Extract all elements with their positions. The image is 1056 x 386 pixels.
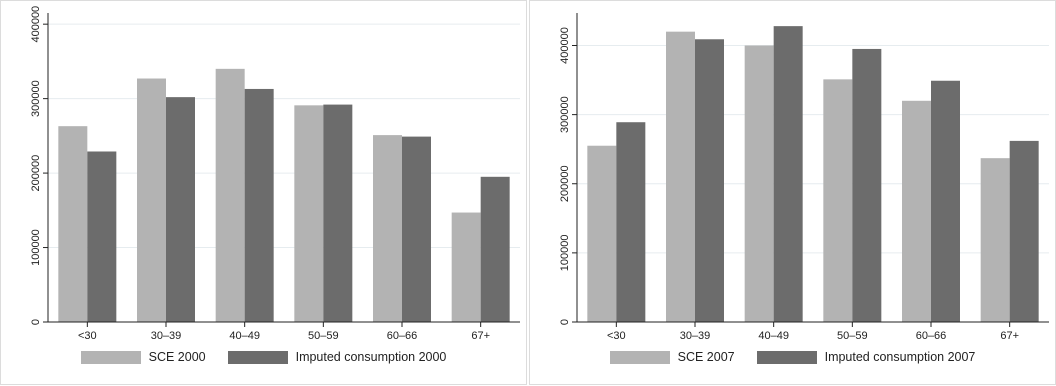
bar-sce <box>451 212 481 322</box>
bar-sce <box>587 145 617 322</box>
bar-sce <box>744 45 774 323</box>
legend-label-sce: SCE 2007 <box>677 350 735 364</box>
bar-imputed <box>323 104 353 322</box>
legend-label-imputed: Imputed consumption 2000 <box>295 350 447 364</box>
bar-sce <box>902 100 931 322</box>
bar-imputed <box>695 39 724 322</box>
legend-item-imputed: Imputed consumption 2007 <box>756 350 976 364</box>
bar-sce <box>666 31 695 322</box>
bar-imputed <box>166 97 195 322</box>
x-tick-label: 30–39 <box>151 330 182 342</box>
legend-item-sce: SCE 2000 <box>80 350 206 364</box>
x-tick-label: 50–59 <box>308 330 339 342</box>
x-tick-label: 67+ <box>471 330 490 342</box>
x-tick-label: <30 <box>78 330 97 342</box>
bar-imputed <box>773 26 803 323</box>
bar-imputed <box>931 80 960 322</box>
bar-sce <box>823 79 853 322</box>
x-tick-label: 67+ <box>1000 330 1019 342</box>
chart-panel-2000: 0 100000 200000 300000 400000 <30 30–39 40–49 50… <box>0 0 527 385</box>
x-tick-label: 40–49 <box>758 330 789 342</box>
x-tick-label: 30–39 <box>680 330 711 342</box>
bar-sce <box>373 135 402 322</box>
y-tick-label: 100000 <box>559 235 571 272</box>
bar-imputed <box>1009 140 1039 322</box>
y-tick-label: 0 <box>30 319 42 325</box>
bar-sce <box>137 78 166 322</box>
bar-imputed <box>616 122 646 323</box>
x-tick-label: 60–66 <box>916 330 947 342</box>
y-tick-label: 300000 <box>30 80 42 117</box>
x-tick-label: 40–49 <box>229 330 260 342</box>
bar-imputed <box>87 151 117 322</box>
bar-imputed <box>244 88 274 322</box>
y-tick-label: 100000 <box>30 229 42 266</box>
bar-chart-2000: 0 100000 200000 300000 400000 <30 30–39 40–49 50… <box>30 6 520 342</box>
legend-item-sce: SCE 2007 <box>609 350 735 364</box>
y-tick-label: 400000 <box>559 27 571 64</box>
x-tick-label: <30 <box>607 330 626 342</box>
legend-label-sce: SCE 2000 <box>148 350 206 364</box>
legend-label-imputed: Imputed consumption 2007 <box>824 350 976 364</box>
legend-swatch-imputed <box>756 350 817 364</box>
y-tick-label: 400000 <box>30 6 42 43</box>
legend: SCE 2000 Imputed consumption 2000 <box>1 346 526 368</box>
x-tick-label: 60–66 <box>387 330 418 342</box>
legend-swatch-sce <box>80 350 141 364</box>
bar-chart-2007: 0 100000 200000 300000 400000 <30 30–39 40–49 50… <box>559 13 1049 342</box>
bar-sce <box>294 105 324 322</box>
legend-swatch-imputed <box>227 350 288 364</box>
chart-panel-2007: 0 100000 200000 300000 400000 <30 30–39 40–49 50… <box>529 0 1056 385</box>
y-tick-label: 0 <box>559 319 571 325</box>
bar-imputed <box>480 176 510 322</box>
bar-sce <box>58 126 88 322</box>
y-tick-label: 200000 <box>559 165 571 202</box>
x-tick-label: 50–59 <box>837 330 868 342</box>
legend-swatch-sce <box>609 350 670 364</box>
legend-item-imputed: Imputed consumption 2000 <box>227 350 447 364</box>
bar-sce <box>215 68 245 322</box>
bar-sce <box>980 158 1010 322</box>
bar-imputed <box>402 136 431 322</box>
bar-imputed <box>852 48 882 322</box>
legend: SCE 2007 Imputed consumption 2007 <box>530 346 1055 368</box>
y-tick-label: 300000 <box>559 96 571 133</box>
y-tick-label: 200000 <box>30 155 42 192</box>
